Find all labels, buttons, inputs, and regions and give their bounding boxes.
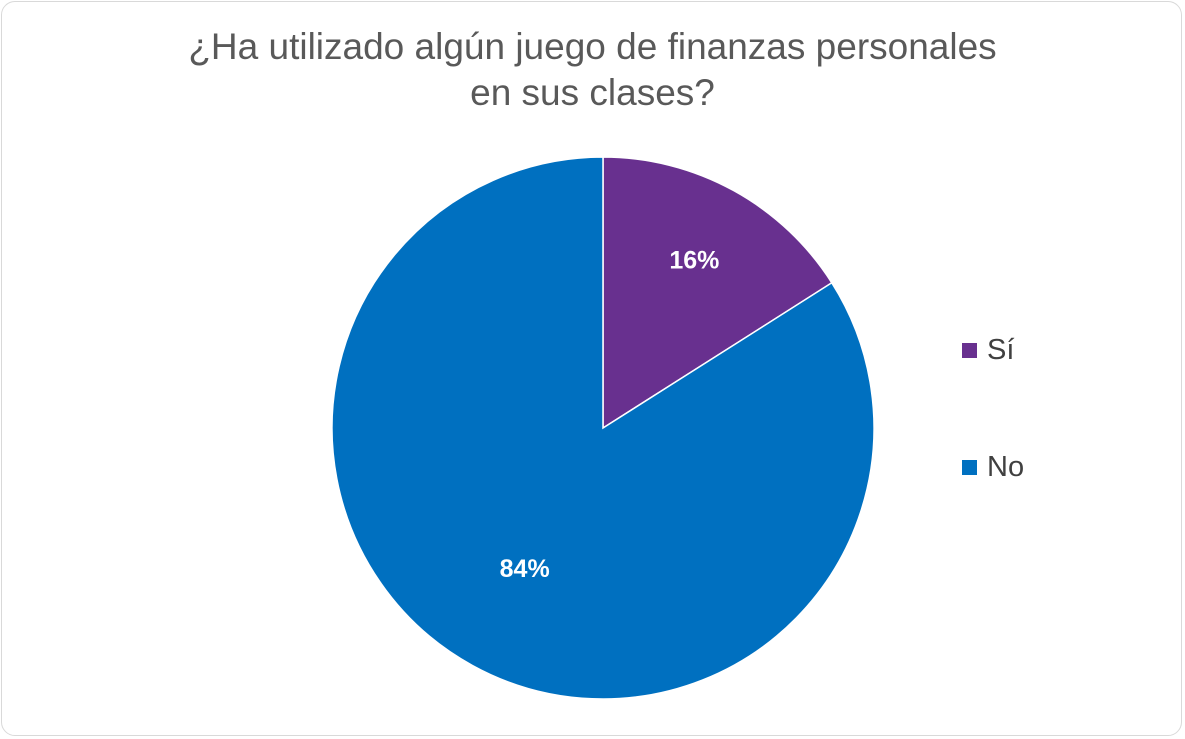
pie-slice-si <box>602 156 833 430</box>
legend-label-no: No <box>987 450 1025 483</box>
legend-item-si: Sí <box>962 330 1162 370</box>
data-label-no: 84% <box>500 555 550 583</box>
chart-title-line-2: en sus clases? <box>470 72 715 113</box>
data-label-si: 16% <box>669 246 719 274</box>
legend-swatch-si <box>962 342 977 358</box>
chart-title-line-1: ¿Ha utilizado algún juego de finanzas pe… <box>188 26 997 67</box>
legend-label-si: Sí <box>987 333 1015 366</box>
pie-slice-no <box>331 156 875 700</box>
legend-swatch-no <box>962 459 977 475</box>
chart-title: ¿Ha utilizado algún juego de finanzas pe… <box>0 24 1185 116</box>
legend-item-no: No <box>962 447 1162 487</box>
legend: Sí No <box>962 330 1162 564</box>
